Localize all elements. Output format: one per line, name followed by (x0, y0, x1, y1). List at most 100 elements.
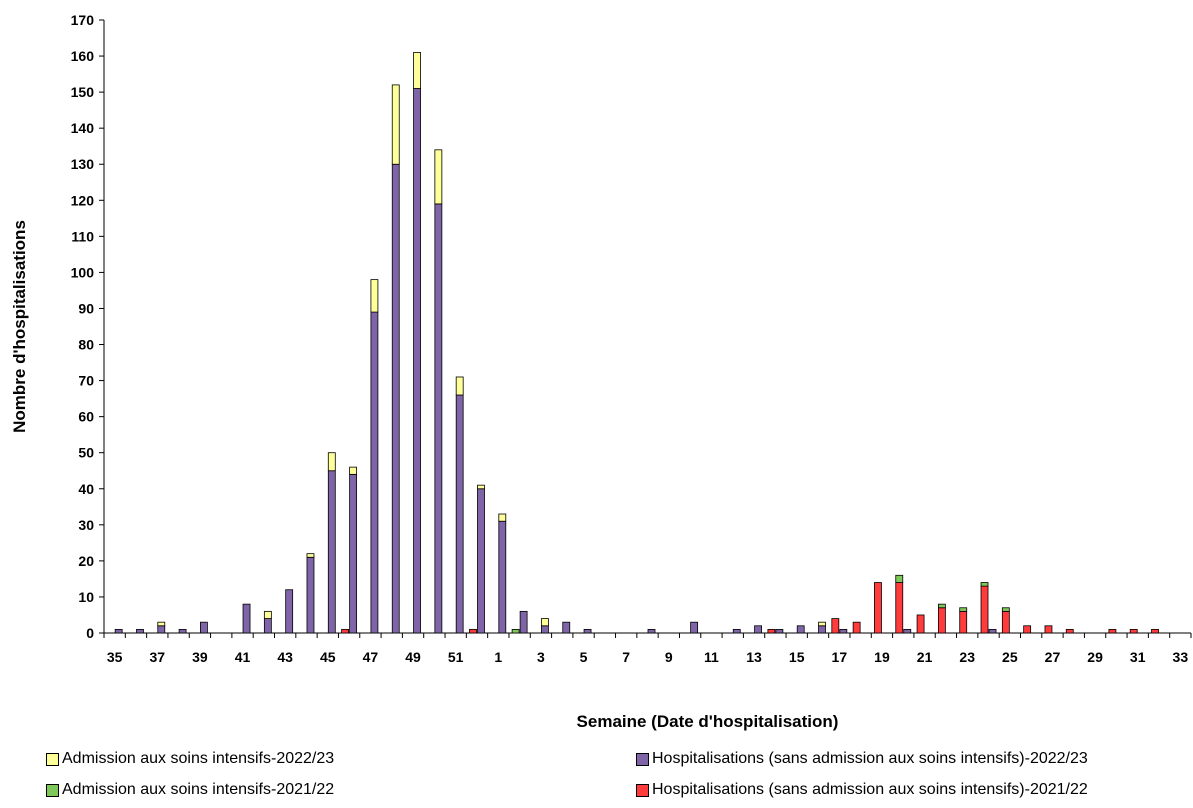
bar-segment (1108, 628, 1117, 634)
bar-segment (831, 618, 840, 634)
legend-swatch (46, 752, 59, 766)
bar-segment (732, 628, 741, 634)
x-tick-labels: 35 37 39 41 43 45 47 49 51 1 3 5 7 9 11 13 15 17 19 21 23 25 2… (107, 649, 1188, 665)
y-tick-label: 80 (78, 337, 94, 353)
y-tick-label: 10 (78, 589, 94, 605)
legend-label: Hospitalisations (sans admission aux soi… (652, 781, 1088, 798)
x-tick-label: 3 (537, 649, 545, 665)
bar-segment (242, 603, 251, 634)
y-tick-label: 60 (78, 409, 94, 425)
bar-segment (1001, 610, 1010, 634)
bar-segment (1065, 628, 1074, 634)
bar-segment (285, 589, 294, 634)
x-tick-label: 35 (107, 649, 123, 665)
bar-segment (1023, 625, 1032, 634)
legend-label: Admission aux soins intensifs-2021/22 (62, 781, 335, 798)
bar-segment (200, 621, 208, 634)
y-tick-label: 160 (71, 48, 95, 64)
y-tick-label: 90 (78, 300, 94, 316)
x-tick-label: 31 (1130, 649, 1146, 665)
y-tick-labels: 0 10 20 30 40 50 60 70 80 90 100 110 120 130 140 150 160… (71, 12, 95, 641)
y-tick-label: 70 (78, 373, 94, 389)
x-tick-label: 45 (320, 649, 336, 665)
bar-segment (1001, 607, 1010, 612)
bar-segment (178, 628, 187, 634)
bar-segment (818, 625, 826, 634)
bar-segment (839, 628, 848, 634)
x-tick-label: 33 (1173, 649, 1189, 665)
bar-segment (327, 452, 336, 472)
bar-segment (469, 628, 477, 634)
x-tick-label: 11 (704, 649, 719, 665)
bar-segment (1129, 628, 1138, 634)
x-tick-label: 39 (192, 649, 208, 665)
bar-segment (413, 88, 421, 634)
bar-segment (690, 621, 699, 634)
bar-segment (988, 628, 997, 634)
bar-segment (959, 607, 968, 612)
bar-segment (767, 628, 776, 634)
bar-segment (895, 582, 904, 634)
bar-segment (959, 610, 968, 634)
bar-segment (916, 614, 925, 634)
bar-segment (498, 520, 507, 634)
bar-segment (114, 628, 123, 634)
x-tick-label: 13 (746, 649, 762, 665)
bar-segment (477, 488, 485, 634)
bar-segment (937, 607, 946, 634)
legend-item-icu-2021-22: Admission aux soins intensifs-2021/22 (46, 781, 334, 799)
bar-segment (157, 625, 166, 634)
y-tick-label: 110 (71, 228, 94, 244)
y-axis-title-text: Nombre d'hospitalisations (10, 220, 29, 433)
bar-segment (136, 628, 144, 634)
bar-segment (754, 625, 762, 634)
legend-item-hosp-2021-22: Hospitalisations (sans admission aux soi… (636, 781, 1088, 799)
y-tick-label: 0 (86, 625, 94, 641)
bar-segment (937, 603, 946, 609)
x-tick-label: 23 (959, 649, 975, 665)
y-tick-label: 170 (71, 12, 95, 28)
x-tick-label: 7 (622, 649, 630, 665)
bar-segment (306, 556, 315, 634)
y-axis-title: Nombre d'hospitalisations (10, 220, 29, 433)
bar-segment (775, 628, 784, 634)
bar-segment (391, 84, 400, 165)
legend-label: Admission aux soins intensifs-2022/23 (62, 750, 335, 767)
x-tick-label: 1 (494, 649, 502, 665)
bar-segment (498, 513, 507, 522)
bar-segment (647, 628, 656, 634)
y-tick-label: 140 (71, 120, 95, 136)
bar-segment (370, 311, 379, 634)
y-tick-label: 50 (78, 445, 94, 461)
legend-label: Hospitalisations (sans admission aux soi… (652, 750, 1088, 767)
x-axis-title-text: Semaine (Date d'hospitalisation) (577, 712, 839, 731)
bar-segment (541, 618, 549, 627)
y-tick-label: 30 (78, 517, 94, 533)
bar-segment (519, 610, 528, 634)
bar-segment (341, 628, 350, 634)
bars (114, 52, 1159, 634)
bar-segment (583, 628, 592, 634)
y-tick-label: 120 (71, 192, 95, 208)
y-tick-label: 150 (71, 84, 95, 100)
bar-segment (306, 553, 315, 558)
bar-segment (895, 574, 904, 583)
bar-segment (852, 621, 861, 634)
x-tick-label: 29 (1087, 649, 1103, 665)
x-tick-label: 25 (1002, 649, 1018, 665)
bar-segment (263, 618, 272, 634)
bar-segment (874, 582, 882, 634)
bar-segment (903, 628, 912, 634)
bar-segment (391, 163, 400, 634)
legend-swatch (46, 783, 59, 797)
bar-segment (455, 376, 464, 396)
x-tick-label: 17 (832, 649, 848, 665)
bar-segment (434, 203, 443, 634)
bar-segment (980, 585, 989, 634)
x-tick-label: 37 (149, 649, 165, 665)
bar-segment (349, 473, 358, 634)
x-tick-label: 5 (580, 649, 588, 665)
bar-segment (413, 52, 421, 89)
bar-segment (562, 621, 571, 634)
